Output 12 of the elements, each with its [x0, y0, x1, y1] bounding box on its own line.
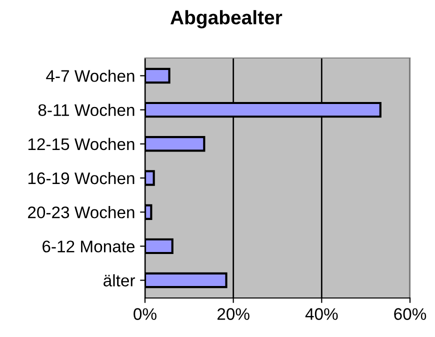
- y-tick-label: 16-19 Wochen: [28, 172, 134, 184]
- chart-title: Abgabealter: [170, 10, 282, 28]
- y-tick-label: älter: [104, 274, 136, 286]
- y-tick-label: 20-23 Wochen: [28, 206, 134, 218]
- y-tick-label: 12-15 Wochen: [28, 138, 134, 150]
- y-tick-label: 4-7 Wochen: [46, 70, 134, 82]
- x-tick-label: 20%: [217, 308, 250, 320]
- y-tick-label: 8-11 Wochen: [38, 104, 134, 116]
- x-tick-label: 40%: [305, 308, 338, 320]
- y-tick-label: 6-12 Monate: [42, 240, 135, 252]
- x-tick-label: 60%: [394, 308, 426, 320]
- x-tick-label: 0%: [134, 308, 156, 320]
